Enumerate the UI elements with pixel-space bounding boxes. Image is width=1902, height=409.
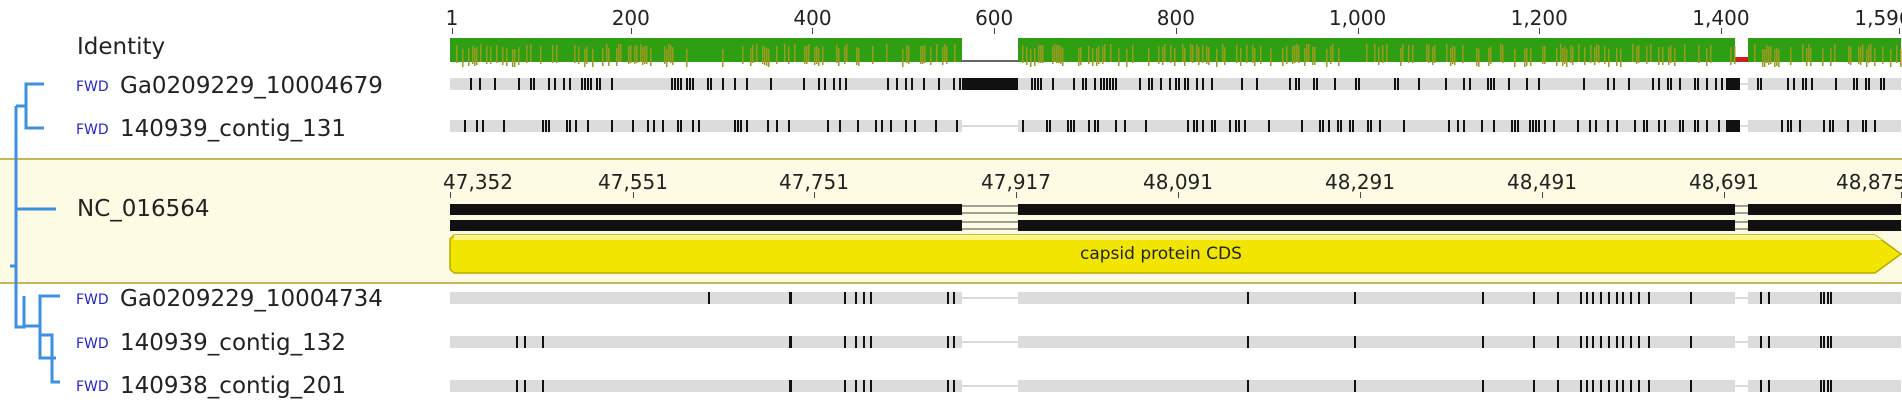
direction-badge: FWD: [76, 292, 109, 308]
ruler-tick: [452, 28, 453, 34]
reference-tick-label: 48,091: [1143, 170, 1213, 194]
phylogenetic-tree[interactable]: [0, 0, 80, 409]
reference-tick-label: 47,917: [981, 170, 1051, 194]
sequence-name[interactable]: 140938_contig_201: [120, 373, 347, 399]
ruler-tick: [994, 28, 996, 34]
sequence-name[interactable]: Ga0209229_10004734: [120, 286, 383, 312]
reference-tick: [1178, 192, 1179, 198]
annotation-label: capsid protein CDS: [1080, 244, 1242, 264]
ruler-tick-label: 1,200: [1510, 6, 1568, 30]
reference-tick-label: 47,751: [779, 170, 849, 194]
ruler-tick-label: 1: [445, 6, 459, 30]
ruler-tick: [1539, 28, 1541, 34]
sequence-track[interactable]: [450, 292, 1901, 304]
sequence-track[interactable]: [450, 120, 1901, 132]
sequence-name[interactable]: 140939_contig_131: [120, 116, 347, 142]
ruler-tick-label: 800: [1156, 6, 1195, 30]
reference-tick: [633, 192, 634, 198]
reference-tick: [1724, 192, 1725, 198]
reference-tick-label: 48,691: [1689, 170, 1759, 194]
ruler-tick-label: 600: [975, 6, 1014, 30]
ruler-tick-label: 400: [793, 6, 832, 30]
reference-name[interactable]: NC_016564: [77, 196, 210, 222]
reference-tick: [1016, 192, 1017, 198]
reference-tick: [814, 192, 815, 198]
sequence-name[interactable]: 140939_contig_132: [120, 330, 347, 356]
direction-badge: FWD: [76, 336, 109, 352]
sequence-track[interactable]: [450, 380, 1901, 392]
reference-tick-label: 47,551: [598, 170, 668, 194]
identity-label: Identity: [77, 34, 166, 60]
identity-graph: [450, 38, 1902, 67]
capsid-protein-annotation[interactable]: [449, 233, 1902, 275]
ruler-tick-label: 1,400: [1692, 6, 1750, 30]
ruler-tick: [1357, 28, 1359, 34]
ruler-tick: [812, 28, 814, 34]
ruler-tick-label: 1,000: [1328, 6, 1387, 30]
reference-tick: [450, 192, 451, 198]
ruler-tick: [1720, 28, 1722, 34]
reference-tick-label: 48,291: [1325, 170, 1395, 194]
ruler-tick: [1899, 28, 1900, 34]
reference-tick-label: 47,352: [443, 170, 513, 194]
direction-badge: FWD: [76, 122, 109, 138]
reference-tick: [1542, 192, 1543, 198]
ruler-tick-label: 1,596: [1854, 6, 1902, 30]
sequence-track[interactable]: [450, 78, 1901, 90]
reference-tick-label: 48,875: [1836, 170, 1902, 194]
direction-badge: FWD: [76, 379, 109, 395]
ruler-tick: [1175, 28, 1177, 34]
ruler-tick-label: 200: [611, 6, 650, 30]
direction-badge: FWD: [76, 79, 109, 95]
ruler-tick: [630, 28, 632, 34]
reference-tick-label: 48,491: [1507, 170, 1577, 194]
sequence-track[interactable]: [450, 336, 1901, 348]
sequence-name[interactable]: Ga0209229_10004679: [120, 73, 383, 99]
reference-tick: [1360, 192, 1361, 198]
reference-sequence-bars: [450, 204, 1901, 231]
